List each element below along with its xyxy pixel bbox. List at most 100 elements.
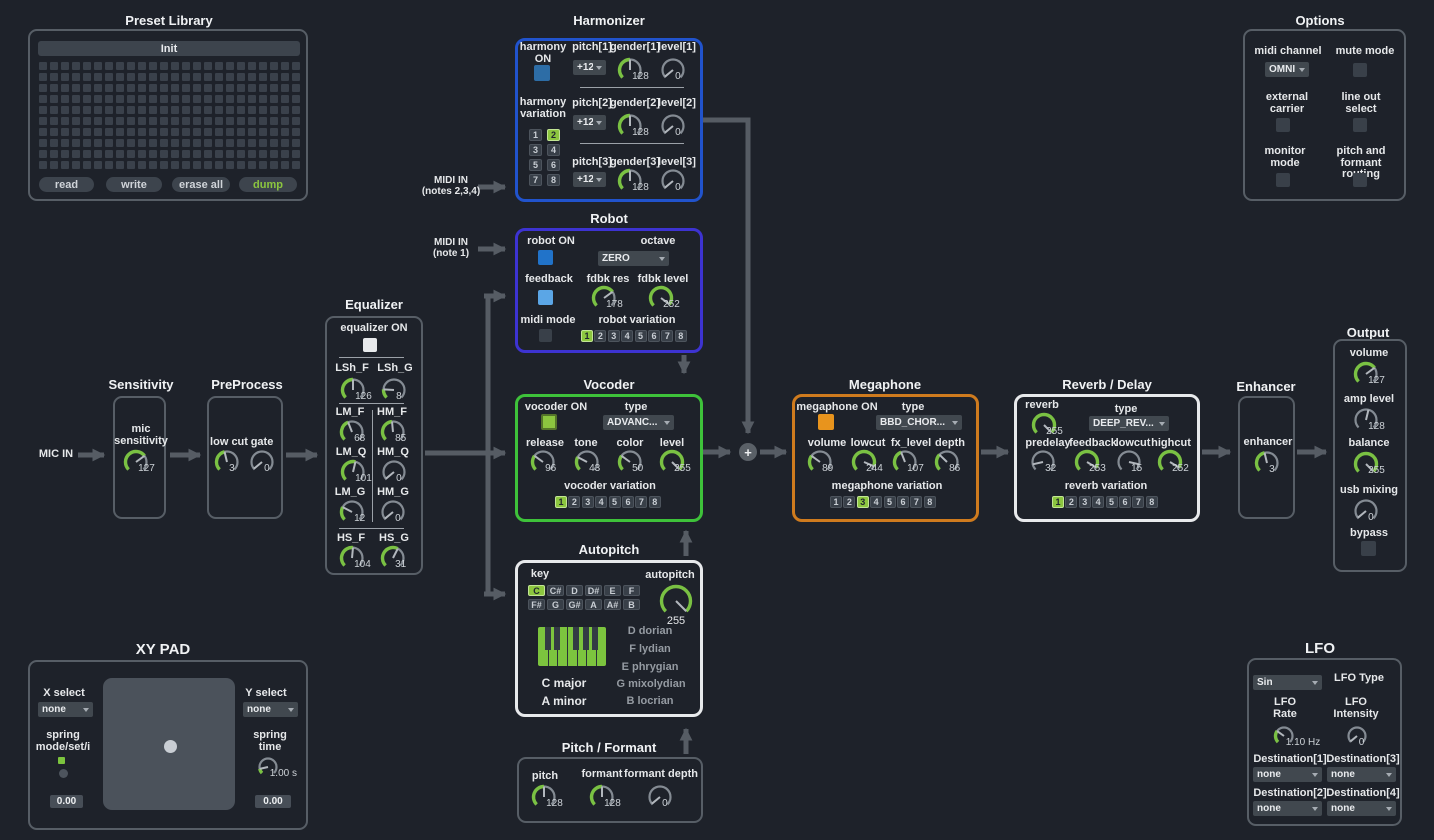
monitor-mode-checkbox[interactable]: [1276, 173, 1290, 187]
preset-slot[interactable]: [50, 139, 58, 147]
variation-button-2[interactable]: 2: [1065, 496, 1078, 508]
preset-slot[interactable]: [72, 150, 80, 158]
preset-slot[interactable]: [160, 84, 168, 92]
preset-slot[interactable]: [149, 62, 157, 70]
preset-slot[interactable]: [61, 128, 69, 136]
preset-slot[interactable]: [83, 128, 91, 136]
preset-slot[interactable]: [182, 73, 190, 81]
preset-slot[interactable]: [292, 150, 300, 158]
preset-slot[interactable]: [237, 62, 245, 70]
preset-slot[interactable]: [182, 117, 190, 125]
hm-f-knob[interactable]: 85: [380, 419, 406, 445]
destination2-select[interactable]: none: [1253, 801, 1322, 816]
preset-slot[interactable]: [281, 139, 289, 147]
preset-slot[interactable]: [83, 139, 91, 147]
preset-slot[interactable]: [138, 73, 146, 81]
key-button-F[interactable]: F: [623, 585, 640, 596]
preset-slot[interactable]: [61, 95, 69, 103]
preset-slot[interactable]: [149, 128, 157, 136]
preset-slot[interactable]: [39, 95, 47, 103]
preset-slot[interactable]: [50, 128, 58, 136]
preset-slot[interactable]: [83, 95, 91, 103]
preset-slot[interactable]: [160, 139, 168, 147]
variation-button-5[interactable]: 5: [634, 330, 647, 342]
key-button-B[interactable]: B: [623, 599, 640, 610]
octave-select[interactable]: ZERO: [598, 251, 669, 266]
preset-slot[interactable]: [39, 117, 47, 125]
preset-slot[interactable]: [226, 62, 234, 70]
hs-f-knob[interactable]: 104: [339, 545, 371, 571]
external-carrier-checkbox[interactable]: [1276, 118, 1290, 132]
preset-slot[interactable]: [182, 95, 190, 103]
preset-slot[interactable]: [259, 161, 267, 169]
preset-slot[interactable]: [72, 95, 80, 103]
preset-slot[interactable]: [50, 84, 58, 92]
x-select[interactable]: none: [38, 702, 93, 717]
midi-mode-checkbox[interactable]: [539, 329, 552, 342]
mic-sensitivity-knob[interactable]: 127: [123, 449, 155, 475]
preset-slot[interactable]: [50, 117, 58, 125]
variation-button-8[interactable]: 8: [547, 174, 560, 186]
preset-slot[interactable]: [127, 150, 135, 158]
predelay-knob[interactable]: 32: [1030, 449, 1056, 475]
preset-slot[interactable]: [50, 106, 58, 114]
variation-button-7[interactable]: 7: [1132, 496, 1145, 508]
preset-slot[interactable]: [94, 139, 102, 147]
preset-slot[interactable]: [39, 84, 47, 92]
preset-slot[interactable]: [160, 95, 168, 103]
preset-slot[interactable]: [138, 128, 146, 136]
preset-slot[interactable]: [127, 139, 135, 147]
variation-button-4[interactable]: 4: [621, 330, 634, 342]
variation-button-3[interactable]: 3: [607, 330, 620, 342]
lfo-rate-knob[interactable]: 1.10 Hz: [1273, 725, 1320, 748]
preset-slot[interactable]: [237, 117, 245, 125]
xy-pad-surface[interactable]: [103, 678, 235, 810]
preset-slot[interactable]: [83, 161, 91, 169]
preset-slot[interactable]: [292, 95, 300, 103]
variation-button-4[interactable]: 4: [1092, 496, 1105, 508]
bypass-checkbox[interactable]: [1361, 541, 1376, 556]
line-out-select-checkbox[interactable]: [1353, 118, 1367, 132]
preset-slot[interactable]: [215, 95, 223, 103]
preset-slot[interactable]: [138, 161, 146, 169]
y-value-box[interactable]: 0.00: [255, 795, 291, 808]
preset-slot[interactable]: [72, 161, 80, 169]
dump-button[interactable]: dump: [239, 177, 297, 192]
level1-knob[interactable]: 0: [660, 57, 686, 83]
preset-slot[interactable]: [116, 161, 124, 169]
key-button-E[interactable]: E: [604, 585, 621, 596]
preset-slot[interactable]: [292, 128, 300, 136]
preset-slot[interactable]: [270, 62, 278, 70]
preset-slot[interactable]: [193, 117, 201, 125]
preset-slot[interactable]: [259, 106, 267, 114]
variation-button-7[interactable]: 7: [910, 496, 923, 508]
variation-button-8[interactable]: 8: [648, 496, 661, 508]
variation-button-5[interactable]: 5: [1105, 496, 1118, 508]
variation-button-7[interactable]: 7: [635, 496, 648, 508]
preset-slot[interactable]: [193, 62, 201, 70]
preset-slot[interactable]: [72, 106, 80, 114]
erase-all-button[interactable]: erase all: [172, 177, 230, 192]
preset-slot[interactable]: [138, 106, 146, 114]
level2-knob[interactable]: 0: [660, 113, 686, 139]
release-knob[interactable]: 96: [530, 449, 556, 475]
preset-slot[interactable]: [160, 117, 168, 125]
preset-slot[interactable]: [204, 117, 212, 125]
preset-slot[interactable]: [39, 106, 47, 114]
variation-button-1[interactable]: 1: [1052, 496, 1064, 508]
preset-slot[interactable]: [61, 117, 69, 125]
preset-slot[interactable]: [39, 150, 47, 158]
preset-slot[interactable]: [237, 139, 245, 147]
preset-slot[interactable]: [259, 128, 267, 136]
preset-slot[interactable]: [94, 161, 102, 169]
preset-slot[interactable]: [270, 150, 278, 158]
preset-slot[interactable]: [259, 62, 267, 70]
preset-slot[interactable]: [226, 84, 234, 92]
preset-slot[interactable]: [226, 150, 234, 158]
pitch1-select[interactable]: +12: [573, 60, 606, 75]
preset-slot[interactable]: [248, 128, 256, 136]
preset-slot[interactable]: [160, 128, 168, 136]
key-button-A[interactable]: A: [585, 599, 602, 610]
preset-slot[interactable]: [215, 73, 223, 81]
preset-slot[interactable]: [61, 150, 69, 158]
